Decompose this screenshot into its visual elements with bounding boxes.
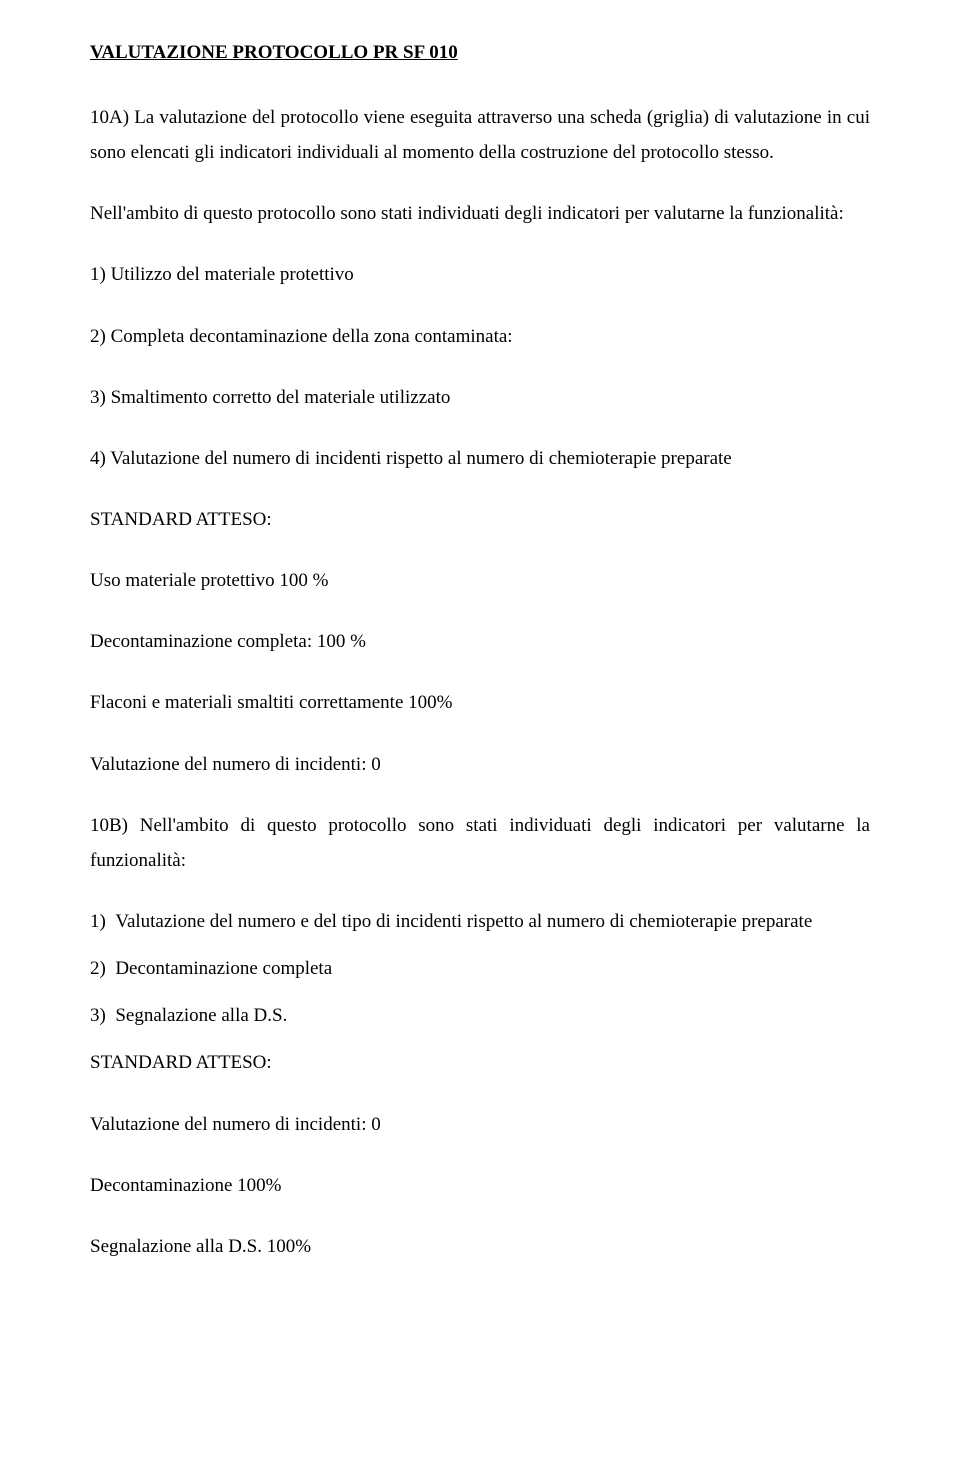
- indicator-10a-1: 1) Utilizzo del materiale protettivo: [90, 257, 870, 292]
- standard-10a-1: Uso materiale protettivo 100 %: [90, 563, 870, 598]
- standard-10b-2: Decontaminazione 100%: [90, 1168, 870, 1203]
- standard-10b-3: Segnalazione alla D.S. 100%: [90, 1229, 870, 1264]
- standard-10a-2: Decontaminazione completa: 100 %: [90, 624, 870, 659]
- indicator-10a-3: 3) Smaltimento corretto del materiale ut…: [90, 380, 870, 415]
- standard-10a-4: Valutazione del numero di incidenti: 0: [90, 747, 870, 782]
- indicator-10b-1: 1) Valutazione del numero e del tipo di …: [90, 904, 870, 939]
- indicator-10a-2: 2) Completa decontaminazione della zona …: [90, 319, 870, 354]
- intro-10a: 10A) La valutazione del protocollo viene…: [90, 100, 870, 170]
- standard-atteso-label-10b: STANDARD ATTESO:: [90, 1045, 870, 1080]
- indicator-10a-4: 4) Valutazione del numero di incidenti r…: [90, 441, 870, 476]
- indicator-10b-2: 2) Decontaminazione completa: [90, 951, 870, 986]
- standard-atteso-label-10a: STANDARD ATTESO:: [90, 502, 870, 537]
- ambit-10a: Nell'ambito di questo protocollo sono st…: [90, 196, 870, 231]
- standard-10b-1: Valutazione del numero di incidenti: 0: [90, 1107, 870, 1142]
- indicator-10b-3: 3) Segnalazione alla D.S.: [90, 998, 870, 1033]
- section-heading: VALUTAZIONE PROTOCOLLO PR SF 010: [90, 42, 870, 64]
- ambit-10b: 10B) Nell'ambito di questo protocollo so…: [90, 808, 870, 878]
- standard-10a-3: Flaconi e materiali smaltiti correttamen…: [90, 685, 870, 720]
